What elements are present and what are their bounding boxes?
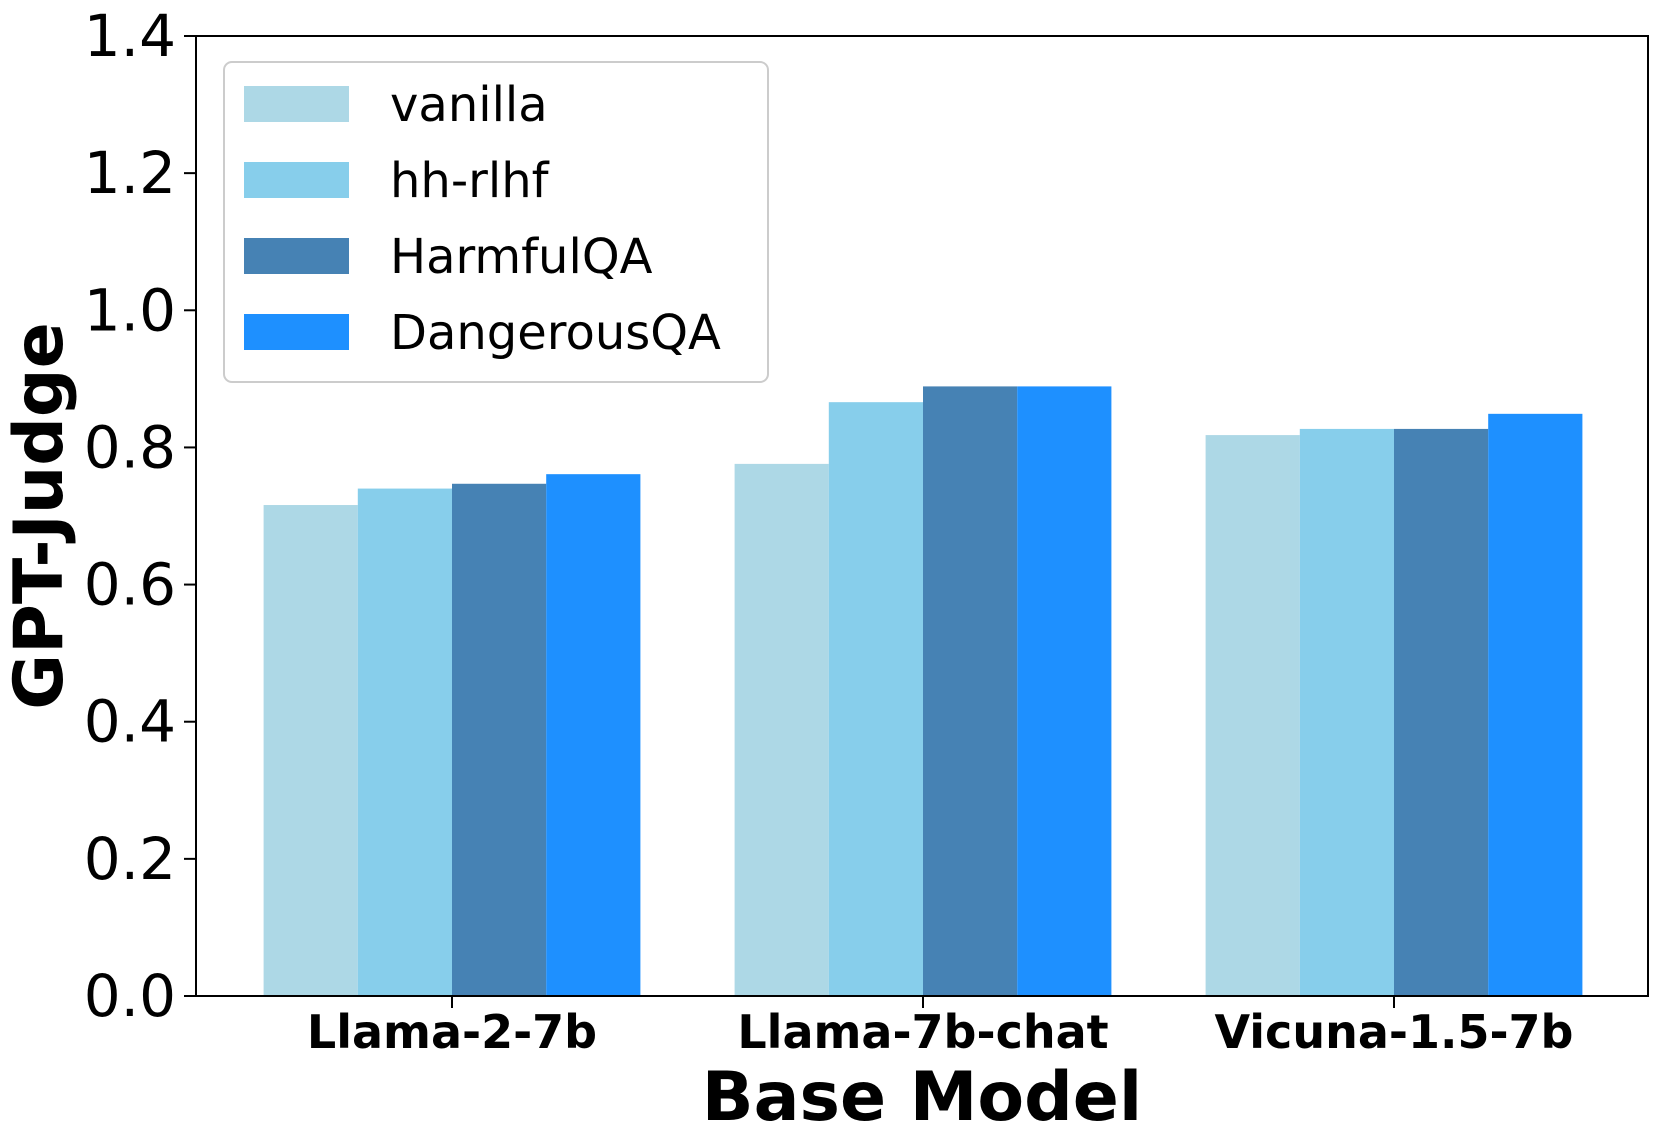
y-axis: 0.0 0.2 0.4 0.6 0.8 1.0 1.2 1.4 — [84, 2, 196, 1030]
x-tick-label: Vicuna-1.5-7b — [1215, 1005, 1574, 1059]
bar-hh-rlhf-llama-7b-chat — [828, 402, 923, 997]
legend-swatch — [244, 314, 349, 350]
bar-hh-rlhf-llama-2-7b — [357, 488, 452, 996]
legend-swatch — [244, 238, 349, 274]
y-tick-label: 0.0 — [84, 962, 176, 1030]
bar-harmfulqa-llama-2-7b — [452, 483, 547, 996]
y-tick-label: 1.0 — [84, 276, 176, 344]
y-tick-label: 0.8 — [84, 413, 176, 481]
x-tick-label: Llama-2-7b — [307, 1005, 597, 1059]
bar-dangerousqa-vicuna-1-5-7b — [1488, 413, 1583, 996]
bar-dangerousqa-llama-2-7b — [546, 474, 641, 997]
legend-label: vanilla — [390, 77, 548, 133]
bars-group — [263, 386, 1583, 997]
bar-dangerousqa-llama-7b-chat — [1017, 386, 1112, 996]
legend-label: DangerousQA — [390, 305, 721, 361]
bar-vanilla-vicuna-1-5-7b — [1205, 435, 1300, 997]
y-tick-label: 0.2 — [84, 825, 176, 893]
x-axis: Llama-2-7b Llama-7b-chat Vicuna-1.5-7b — [307, 996, 1574, 1059]
y-tick-label: 0.6 — [84, 551, 176, 619]
x-axis-title: Base Model — [702, 1058, 1142, 1137]
bar-hh-rlhf-vicuna-1-5-7b — [1299, 428, 1394, 996]
y-tick-label: 0.4 — [84, 688, 176, 756]
legend-label: hh-rlhf — [390, 153, 550, 209]
legend-box — [223, 61, 769, 383]
y-tick-label: 1.2 — [84, 139, 176, 207]
legend-swatch — [244, 162, 349, 198]
x-tick-label: Llama-7b-chat — [737, 1005, 1108, 1059]
bar-harmfulqa-vicuna-1-5-7b — [1394, 428, 1489, 996]
bar-vanilla-llama-7b-chat — [734, 463, 829, 996]
y-tick-label: 1.4 — [84, 2, 176, 70]
y-axis-title: GPT-Judge — [0, 322, 79, 709]
legend-label: HarmfulQA — [390, 229, 653, 285]
bar-harmfulqa-llama-7b-chat — [923, 386, 1018, 996]
bar-vanilla-llama-2-7b — [263, 505, 358, 996]
legend: vanilla hh-rlhf HarmfulQA DangerousQA — [223, 61, 769, 383]
legend-swatch — [244, 86, 349, 122]
